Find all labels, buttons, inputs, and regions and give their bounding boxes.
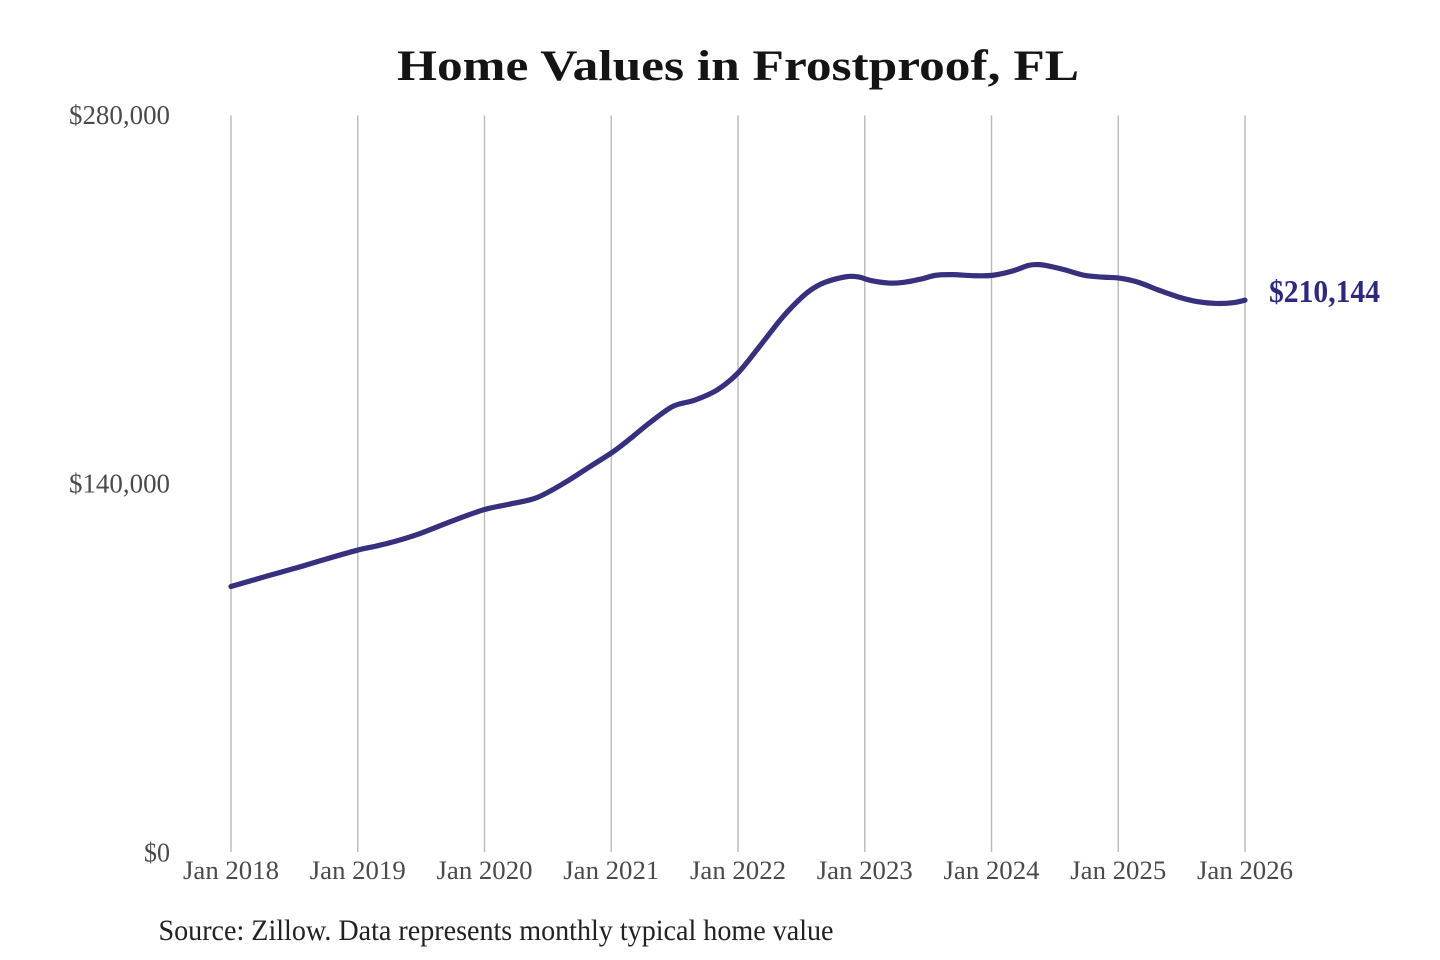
svg-text:Jan 2020: Jan 2020	[437, 856, 533, 885]
svg-text:Source: Zillow. Data represent: Source: Zillow. Data represents monthly …	[159, 915, 834, 947]
svg-text:Jan 2026: Jan 2026	[1197, 856, 1293, 885]
svg-text:Home Values in Frostproof, FL: Home Values in Frostproof, FL	[397, 43, 1079, 90]
svg-text:Jan 2018: Jan 2018	[183, 856, 279, 885]
svg-text:Jan 2024: Jan 2024	[944, 856, 1040, 885]
svg-text:Jan 2025: Jan 2025	[1070, 856, 1166, 885]
svg-text:Jan 2023: Jan 2023	[817, 856, 913, 885]
svg-text:$210,144: $210,144	[1269, 273, 1380, 309]
svg-text:$140,000: $140,000	[69, 469, 170, 499]
svg-text:$280,000: $280,000	[69, 100, 170, 130]
svg-text:Jan 2022: Jan 2022	[690, 856, 786, 885]
svg-text:Jan 2021: Jan 2021	[563, 856, 659, 885]
svg-text:$0: $0	[144, 838, 170, 868]
svg-text:Jan 2019: Jan 2019	[310, 856, 406, 885]
